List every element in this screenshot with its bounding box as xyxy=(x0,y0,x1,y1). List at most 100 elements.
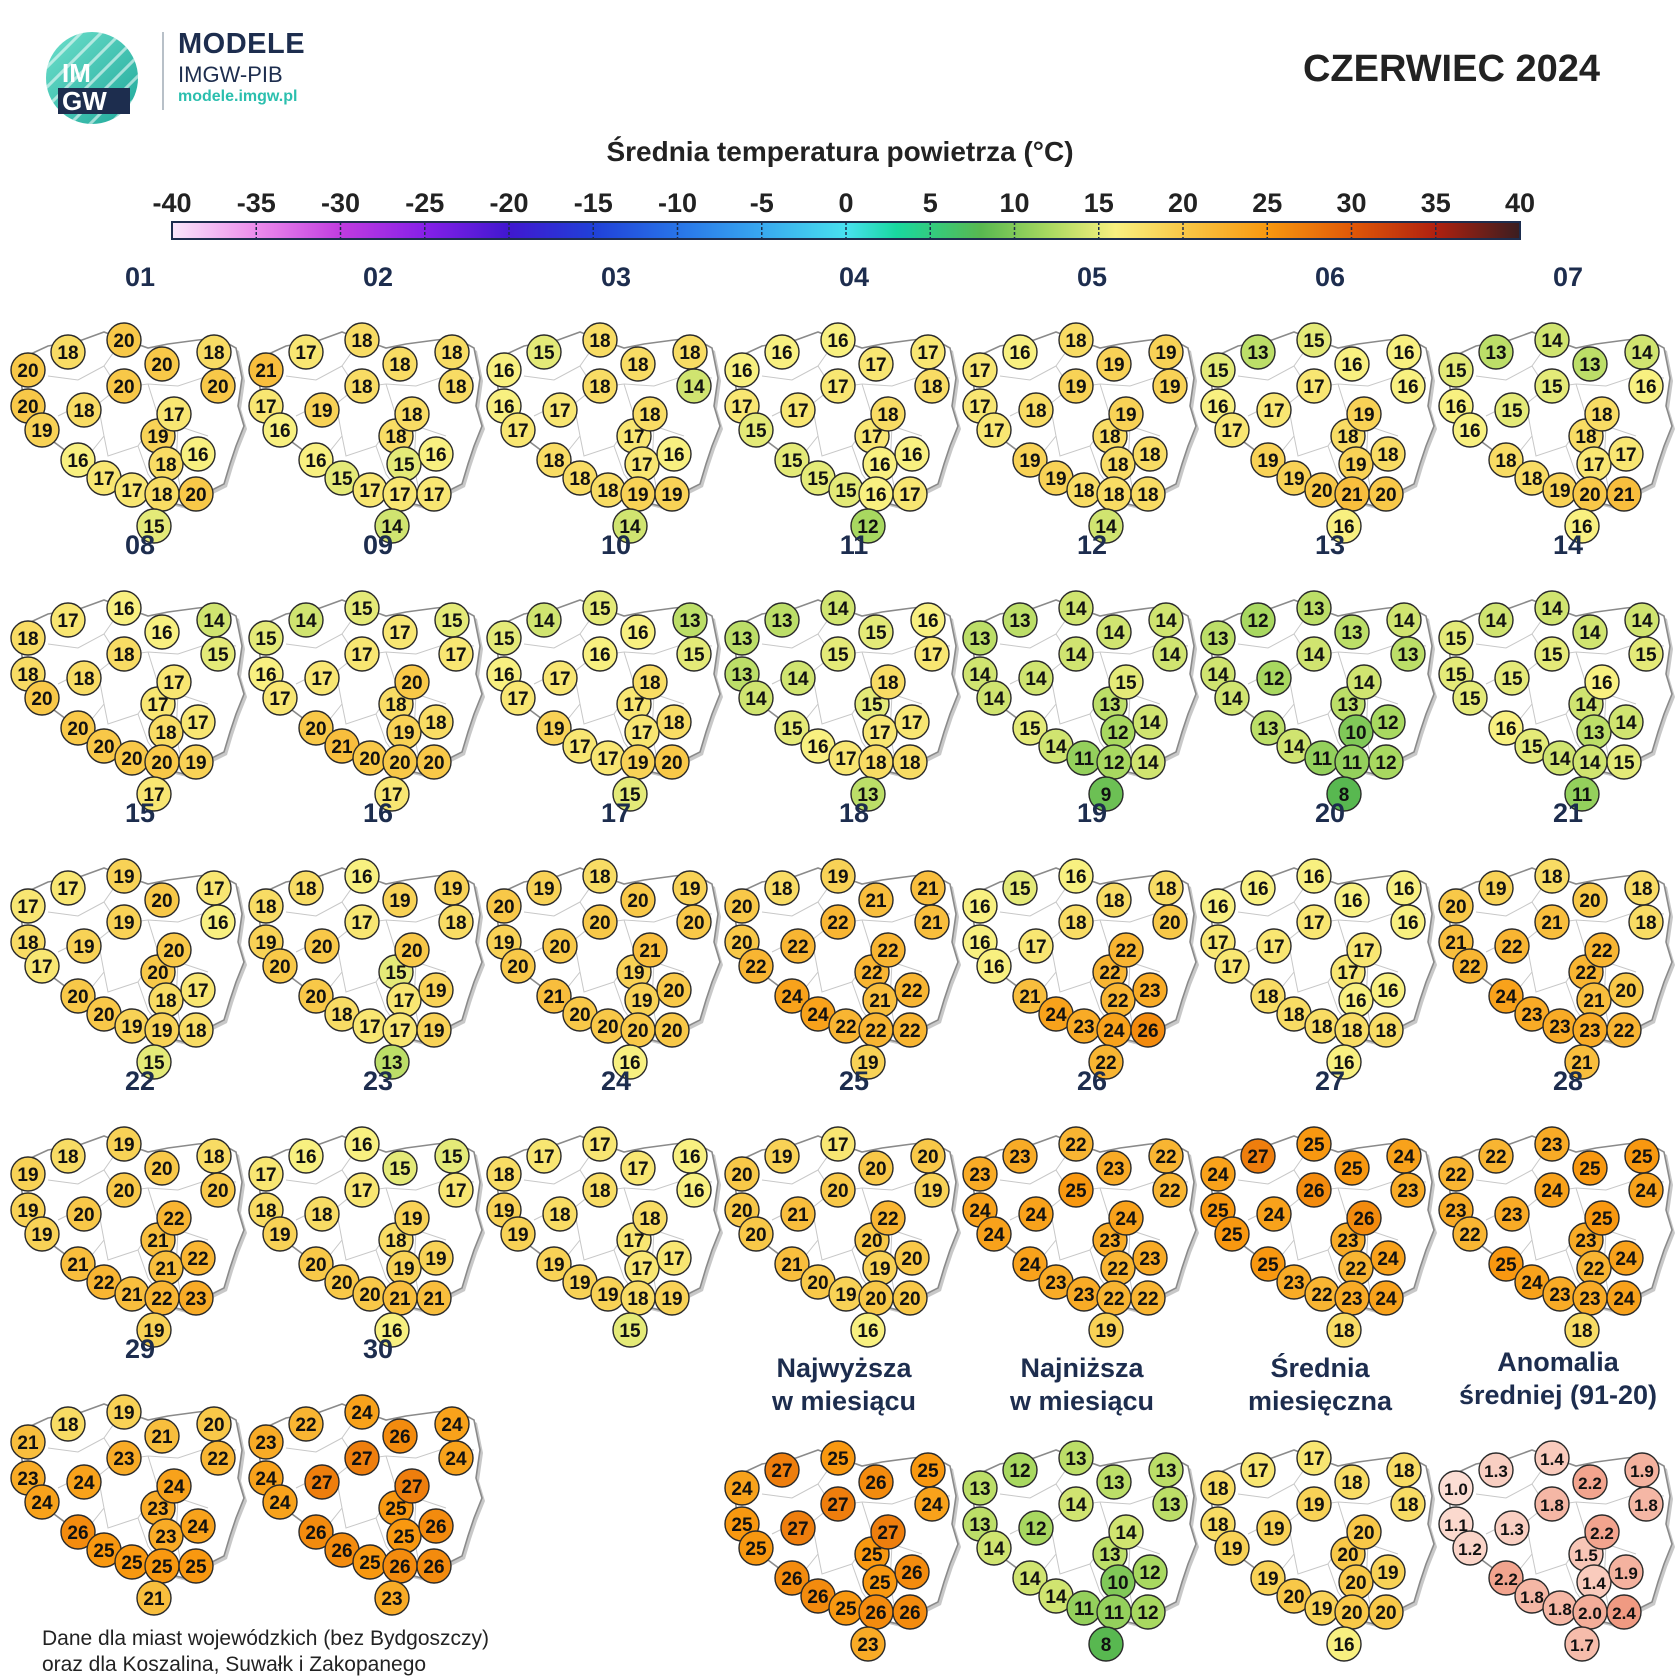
station-value: 17 xyxy=(389,1021,410,1042)
station-marker xyxy=(66,928,102,964)
station-value: 14 xyxy=(1139,713,1161,734)
station-value: 23 xyxy=(1139,981,1160,1002)
station-value: 26 xyxy=(865,1473,886,1494)
station-marker xyxy=(1088,1626,1124,1662)
station-value: 15 xyxy=(1115,673,1137,694)
station-marker xyxy=(914,636,950,672)
colorbar-tick-label: 5 xyxy=(923,188,938,218)
station-value: 17 xyxy=(393,991,414,1012)
voivodeship-border xyxy=(523,365,581,381)
logo-title: MODELE xyxy=(178,28,306,60)
station-value: 22 xyxy=(1159,1181,1180,1202)
station-value: 20 xyxy=(549,937,570,958)
station-marker xyxy=(724,1470,760,1506)
summary-title: Najniższa w miesiącu xyxy=(962,1352,1202,1418)
day-label: 30 xyxy=(362,1334,394,1364)
station-value: 16 xyxy=(771,343,792,364)
station-value: 13 xyxy=(1247,343,1268,364)
voivodeship-border xyxy=(47,365,105,381)
station-value: 26 xyxy=(781,1569,802,1590)
day-label: 03 xyxy=(600,262,632,292)
station-value: 19 xyxy=(143,1321,164,1342)
station-marker xyxy=(200,368,236,404)
station-marker xyxy=(1250,1246,1286,1282)
station-marker xyxy=(144,1150,180,1186)
station-value: 16 xyxy=(255,665,276,686)
station-marker xyxy=(1002,1138,1038,1174)
station-value: 15 xyxy=(589,599,611,620)
station-marker xyxy=(66,660,102,696)
station-marker xyxy=(894,972,930,1008)
station-value: 24 xyxy=(1635,1181,1657,1202)
station-marker xyxy=(1250,1560,1286,1596)
station-value: 14 xyxy=(1579,753,1601,774)
station-value: 20 xyxy=(807,1273,828,1294)
voivodeship-border xyxy=(1055,1239,1091,1261)
station-value: 18 xyxy=(385,1231,406,1252)
station-value: 17 xyxy=(147,695,168,716)
station-marker xyxy=(180,1508,216,1544)
voivodeship-border xyxy=(999,901,1057,917)
station-value: 14 xyxy=(1575,695,1597,716)
station-marker xyxy=(1200,620,1236,656)
station-marker xyxy=(1584,1200,1620,1236)
station-value: 14 xyxy=(827,599,849,620)
station-value: 24 xyxy=(1495,987,1517,1008)
station-value: 14 xyxy=(1159,645,1181,666)
station-value: 16 xyxy=(1345,991,1366,1012)
station-marker xyxy=(1438,1470,1474,1506)
station-value: 1.8 xyxy=(1520,1588,1544,1607)
station-value: 16 xyxy=(1397,913,1418,934)
voivodeship-border xyxy=(1237,633,1295,649)
summary-title-line: Średnia xyxy=(1270,1353,1370,1383)
station-marker xyxy=(892,744,928,780)
station-marker xyxy=(418,1240,454,1276)
station-value: 23 xyxy=(1445,1201,1466,1222)
station-value: 27 xyxy=(787,1519,808,1540)
station-value: 19 xyxy=(1155,343,1176,364)
station-marker xyxy=(656,436,692,472)
station-value: 17 xyxy=(1207,933,1228,954)
station-marker xyxy=(304,392,340,428)
station-value: 16 xyxy=(1459,421,1480,442)
station-value: 20 xyxy=(1345,1573,1366,1594)
station-value: 21 xyxy=(17,1433,39,1454)
station-value: 20 xyxy=(507,957,528,978)
station-value: 17 xyxy=(1303,913,1324,934)
station-marker xyxy=(654,1280,690,1316)
voivodeship-border xyxy=(1531,435,1567,457)
station-marker xyxy=(1370,1554,1406,1590)
station-marker xyxy=(50,334,86,370)
station-value: 24 xyxy=(731,1479,753,1500)
station-value: 20 xyxy=(1283,1587,1304,1608)
day-label: 19 xyxy=(1076,798,1108,828)
station-marker xyxy=(1346,932,1382,968)
station-value: 25 xyxy=(1591,1209,1613,1230)
station-value: 19 xyxy=(1065,377,1086,398)
station-marker xyxy=(200,1172,236,1208)
station-marker xyxy=(1132,704,1168,740)
station-marker xyxy=(1326,776,1362,812)
station-marker xyxy=(542,660,578,696)
station-marker xyxy=(304,660,340,696)
station-marker xyxy=(106,1172,142,1208)
station-value: 17 xyxy=(163,673,184,694)
station-marker xyxy=(136,508,172,544)
station-value: 17 xyxy=(1303,377,1324,398)
station-value: 20 xyxy=(1337,1545,1358,1566)
station-marker xyxy=(1452,1530,1488,1566)
station-value: 14 xyxy=(1065,599,1087,620)
station-value: 24 xyxy=(807,1005,829,1026)
voivodeship-border xyxy=(817,971,853,993)
station-value: 16 xyxy=(1571,517,1592,538)
station-value: 20 xyxy=(1311,481,1332,502)
station-marker xyxy=(914,368,950,404)
station-value: 14 xyxy=(295,611,317,632)
station-value: 17 xyxy=(1303,1449,1324,1470)
station-value: 14 xyxy=(1103,623,1125,644)
station-value: 18 xyxy=(57,1415,78,1436)
station-marker xyxy=(1534,636,1570,672)
station-marker xyxy=(156,396,192,432)
station-value: 16 xyxy=(151,623,172,644)
